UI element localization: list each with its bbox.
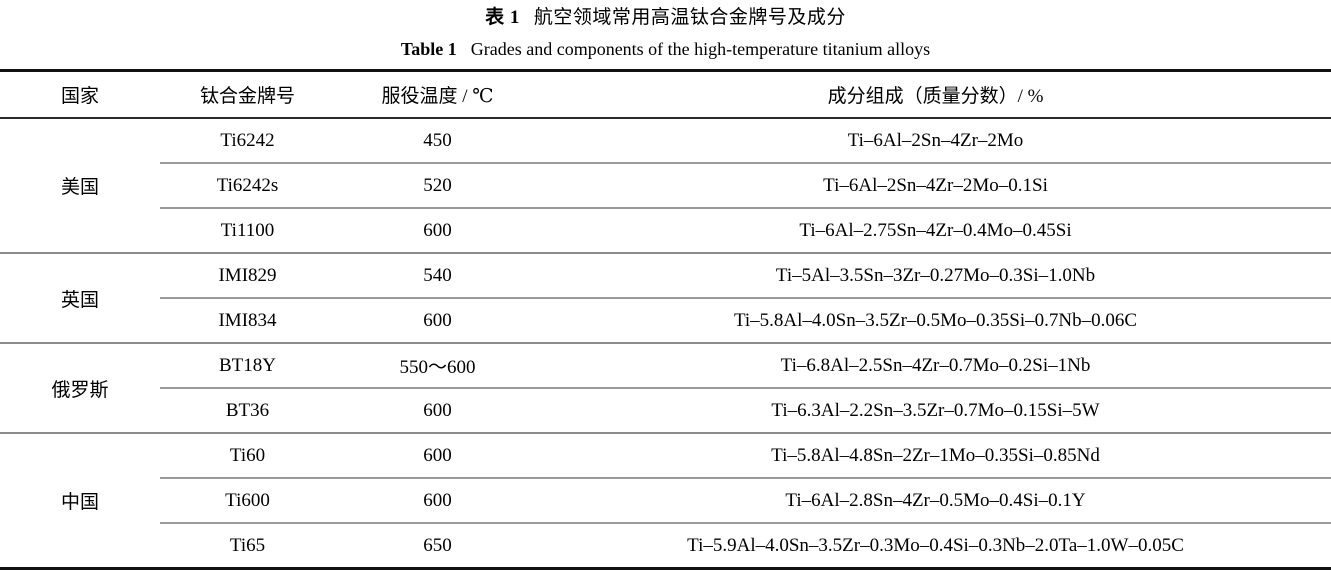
cell-temperature: 600	[335, 387, 540, 433]
cell-composition: Ti–5.8Al–4.8Sn–2Zr–1Mo–0.35Si–0.85Nd	[540, 432, 1331, 478]
caption-english-title: Grades and components of the high-temper…	[470, 39, 931, 59]
table-body: 美国 Ti6242 450 Ti–6Al–2Sn–4Zr–2Mo Ti6242s 520 T…	[0, 118, 1331, 567]
caption-chinese: 表 1 航空领域常用高温钛合金牌号及成分	[0, 0, 1331, 33]
table-row: Ti65 650 Ti–5.9Al–4.0Sn–3.5Zr–0.3Mo–0.4Si–…	[0, 522, 1331, 567]
cell-temperature: 600	[335, 432, 540, 478]
cell-grade: Ti6242	[220, 129, 275, 151]
cell-temperature: 600	[335, 477, 540, 523]
cell-grade: Ti1100	[160, 207, 335, 253]
cell-country: 英国	[0, 252, 160, 343]
cell-composition: Ti–6.3Al–2.2Sn–3.5Zr–0.7Mo–0.15Si–5W	[540, 387, 1331, 433]
cell-grade: BT18Y	[160, 342, 335, 388]
cell-temperature: 650	[335, 522, 540, 567]
column-header-composition: 成分组成（质量分数）/ %	[540, 72, 1331, 119]
table-row: 俄罗斯 BT18Y 550～600 Ti–6.8Al–2.5Sn–4Zr–0.7Mo–…	[0, 342, 1331, 433]
cell-temperature: 600	[335, 207, 540, 253]
caption-english-label: Table 1	[400, 39, 457, 59]
caption-english: Table 1 Grades and components of the high…	[0, 33, 1331, 63]
cell-grade: Ti6242s	[160, 162, 335, 208]
cell-country: 俄罗斯	[0, 342, 160, 433]
caption-chinese-title: 航空领域常用高温钛合金牌号及成分	[533, 7, 846, 28]
cell-grade: IMI829	[160, 252, 335, 298]
cell-grade: BT36	[160, 387, 335, 433]
table-row: Ti600 600 Ti–6Al–2.8Sn–4Zr–0.5Mo–0.4Si–0.1…	[0, 477, 1331, 523]
cell-composition: Ti–5.8Al–4.0Sn–3.5Zr–0.5Mo–0.35Si–0.7Nb–…	[540, 297, 1331, 343]
alloy-table-container: 国家 钛合金牌号 服役温度 / ℃ 成分组成（质量分数）/ % 美国 Ti6242…	[0, 69, 1331, 570]
table-row: BT36 600 Ti–6.3Al–2.2Sn–3.5Zr–0.7Mo–0.15Si…	[0, 387, 1331, 433]
table-header: 国家 钛合金牌号 服役温度 / ℃ 成分组成（质量分数）/ %	[0, 72, 1331, 119]
cell-grade: IMI834	[160, 297, 335, 343]
cell-grade: Ti600	[160, 477, 335, 523]
cell-composition: Ti–6Al–2.8Sn–4Zr–0.5Mo–0.4Si–0.1Y	[540, 477, 1331, 523]
cell-country: 美国	[60, 177, 99, 198]
column-header-temperature: 服役温度 / ℃	[335, 72, 540, 119]
cell-temperature: 550～600	[335, 342, 540, 388]
column-header-grade: 钛合金牌号	[160, 72, 335, 119]
cell-composition: Ti–5.9Al–4.0Sn–3.5Zr–0.3Mo–0.4Si–0.3Nb–2…	[540, 522, 1331, 567]
cell-temperature: 540	[335, 252, 540, 298]
column-header-country: 国家	[0, 72, 160, 119]
table-row: Ti1100 600 Ti–6Al–2.75Sn–4Zr–0.4Mo–0.45Si	[0, 207, 1331, 253]
caption-chinese-label: 表 1	[485, 7, 520, 28]
cell-composition: Ti–5Al–3.5Sn–3Zr–0.27Mo–0.3Si–1.0Nb	[540, 252, 1331, 298]
table-row: Ti6242s 520 Ti–6Al–2Sn–4Zr–2Mo–0.1Si	[0, 162, 1331, 208]
cell-temperature: 600	[335, 297, 540, 343]
alloy-table: 国家 钛合金牌号 服役温度 / ℃ 成分组成（质量分数）/ % 美国 Ti6242…	[0, 72, 1331, 567]
cell-composition: Ti–6Al–2Sn–4Zr–2Mo–0.1Si	[540, 162, 1331, 208]
cell-grade: Ti60	[160, 432, 335, 478]
cell-grade: Ti65	[160, 522, 335, 567]
cell-composition: Ti–6Al–2Sn–4Zr–2Mo	[847, 129, 1024, 151]
cell-composition: Ti–6.8Al–2.5Sn–4Zr–0.7Mo–0.2Si–1Nb	[540, 342, 1331, 388]
table-header-row: 国家 钛合金牌号 服役温度 / ℃ 成分组成（质量分数）/ %	[0, 72, 1331, 119]
table-row: 英国 IMI829 540 Ti–5Al–3.5Sn–3Zr–0.27Mo–0.3Si…	[0, 252, 1331, 343]
cell-country: 中国	[0, 432, 160, 567]
cell-temperature: 520	[335, 162, 540, 208]
cell-composition: Ti–6Al–2.75Sn–4Zr–0.4Mo–0.45Si	[540, 207, 1331, 253]
table-row: 美国 Ti6242 450 Ti–6Al–2Sn–4Zr–2Mo	[0, 118, 1331, 199]
table-row: IMI834 600 Ti–5.8Al–4.0Sn–3.5Zr–0.5Mo–0.35…	[0, 297, 1331, 343]
cell-temperature: 450	[423, 129, 452, 151]
table-row: 中国 Ti60 600 Ti–5.8Al–4.8Sn–2Zr–1Mo–0.35Si–0…	[0, 432, 1331, 567]
